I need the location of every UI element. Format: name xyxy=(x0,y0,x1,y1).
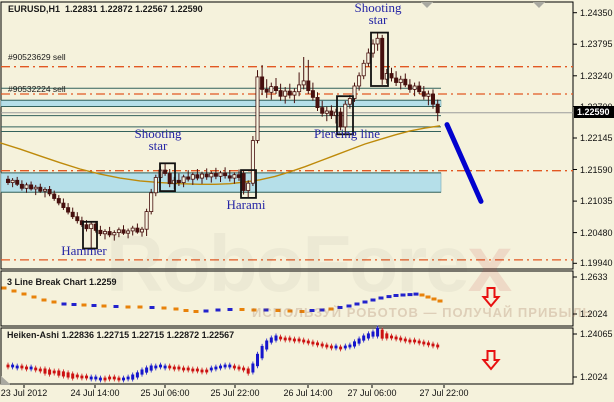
pattern-rect-shooting-star-2 xyxy=(370,31,389,87)
price-tick-5: 1.21590 xyxy=(580,164,613,175)
pattern-annotation-1: Shooting star xyxy=(134,126,182,153)
price-tick-8: 1.19940 xyxy=(580,258,613,269)
pattern-rect-piercing-line xyxy=(336,95,354,136)
time-tick-1: 24 Jul 14:00 xyxy=(70,388,120,398)
order-line-label-0: #90523629 sell xyxy=(8,52,66,62)
forecast-trend-line xyxy=(444,122,484,204)
chart-shift-markers xyxy=(1,2,545,385)
price-tick-2: 1.23240 xyxy=(580,70,613,81)
linebreak-panel-title: 3 Line Break Chart 1.2259 xyxy=(7,277,117,287)
time-tick-6: 27 Jul 22:00 xyxy=(419,388,469,398)
ohlc-values-label: 1.22831 1.22872 1.22567 1.22590 xyxy=(65,4,203,14)
order-line-label-1: #90532224 sell xyxy=(8,84,66,94)
price-tick-4: 1.22145 xyxy=(580,133,613,143)
time-tick-4: 26 Jul 14:00 xyxy=(283,388,333,398)
linebreak-series xyxy=(1,286,443,313)
lb-tick-0: 1.2633 xyxy=(580,272,608,282)
pattern-annotation-0: Shooting star xyxy=(354,0,402,27)
lb-tick-1: 1.2024 xyxy=(580,309,608,319)
signal-arrow-down-linebreak xyxy=(481,287,501,308)
price-tick-7: 1.20480 xyxy=(580,227,613,238)
time-tick-5: 27 Jul 06:00 xyxy=(347,388,397,398)
heikenashi-series xyxy=(6,325,440,383)
pattern-rect-shooting-star-1 xyxy=(159,162,176,193)
main-panel-frame xyxy=(0,1,574,385)
time-tick-3: 25 Jul 22:00 xyxy=(210,388,260,398)
pattern-rect-harami xyxy=(240,169,257,199)
ha-tick-0: 1.24065 xyxy=(580,329,613,339)
pattern-rects xyxy=(82,31,389,250)
ha-tick-1: 1.2024 xyxy=(580,372,608,382)
time-tick-0: 23 Jul 2012 xyxy=(0,388,48,398)
heikenashi-panel-title: Heiken-Ashi 1.22836 1.22715 1.22715 1.22… xyxy=(7,330,235,340)
current-price-box: 1.22590 xyxy=(574,106,614,118)
symbol-period-label: EURUSD,H1 xyxy=(8,4,61,14)
level-lines xyxy=(1,87,441,193)
price-tick-1: 1.23795 xyxy=(580,39,613,50)
price-tick-6: 1.21035 xyxy=(580,196,613,207)
time-tick-2: 25 Jul 06:00 xyxy=(140,388,190,398)
signal-arrow-down-heikenashi xyxy=(481,350,501,371)
pattern-rect-hammer xyxy=(82,220,98,250)
pattern-annotation-4: Hammer xyxy=(61,243,107,258)
pattern-annotation-3: Harami xyxy=(226,197,266,212)
price-tick-0: 1.24350 xyxy=(580,7,613,18)
chart-header: EURUSD,H1 1.22831 1.22872 1.22567 1.2259… xyxy=(8,4,203,14)
pattern-annotation-2: Piercing line xyxy=(313,126,381,141)
